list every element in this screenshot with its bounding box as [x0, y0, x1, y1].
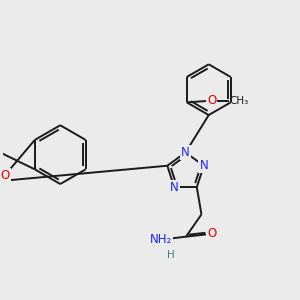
Text: CH₃: CH₃ [230, 96, 249, 106]
Text: H: H [167, 250, 174, 260]
Text: O: O [207, 94, 216, 107]
Text: O: O [0, 169, 10, 182]
Text: N: N [181, 146, 190, 159]
Text: N: N [170, 181, 178, 194]
Text: NH₂: NH₂ [150, 232, 172, 246]
Text: O: O [207, 227, 217, 240]
Text: N: N [200, 159, 208, 172]
